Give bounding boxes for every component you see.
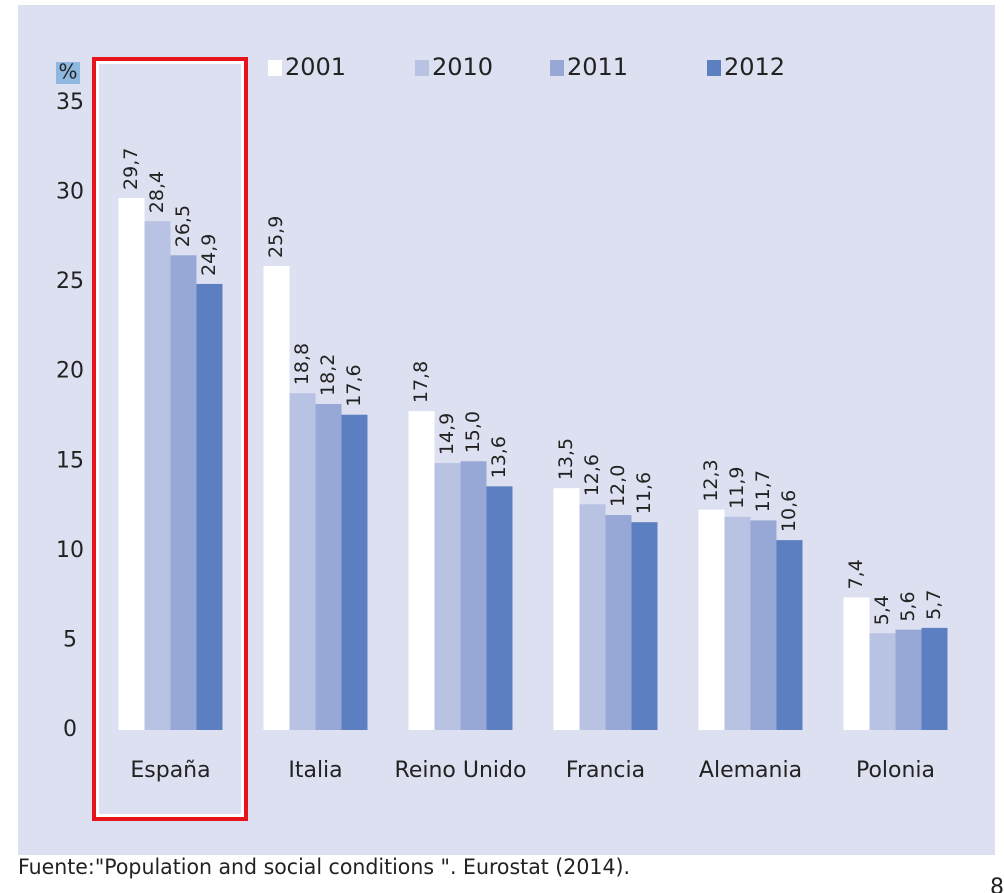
value-label: 7,4 xyxy=(845,559,867,589)
legend-swatch xyxy=(415,60,429,76)
bar xyxy=(843,597,870,730)
y-tick-label: 20 xyxy=(56,359,84,384)
value-label: 18,2 xyxy=(317,354,339,396)
bar xyxy=(263,266,290,730)
y-tick-label: 0 xyxy=(63,717,77,742)
bar xyxy=(698,509,725,730)
value-label: 11,9 xyxy=(726,467,748,509)
value-label: 10,6 xyxy=(778,490,800,532)
bar xyxy=(776,540,803,730)
legend-label: 2010 xyxy=(432,53,493,81)
value-label: 14,9 xyxy=(436,413,458,455)
value-label: 11,6 xyxy=(633,472,655,514)
bar xyxy=(724,516,751,730)
legend-label: 2001 xyxy=(285,53,346,81)
value-label: 5,7 xyxy=(923,590,945,620)
bar xyxy=(144,221,171,730)
x-tick-label: Italia xyxy=(288,758,342,783)
value-label: 28,4 xyxy=(146,171,168,213)
value-label: 15,0 xyxy=(462,411,484,453)
bar xyxy=(460,461,487,730)
source: Fuente:"Population and social conditions… xyxy=(18,855,630,879)
page-number: 8 xyxy=(990,875,1004,893)
value-label: 5,6 xyxy=(897,591,919,621)
bar xyxy=(895,629,922,730)
bar xyxy=(605,515,632,730)
bar xyxy=(921,627,948,730)
y-tick-label: 5 xyxy=(63,627,77,652)
value-label: 29,7 xyxy=(120,148,142,190)
bar xyxy=(434,463,461,730)
y-tick-label: 35 xyxy=(56,90,84,115)
value-label: 18,8 xyxy=(291,343,313,385)
value-label: 12,6 xyxy=(581,454,603,496)
y-axis-label: % xyxy=(58,60,77,84)
bar xyxy=(196,283,223,730)
highlight-inner xyxy=(95,60,245,818)
x-tick-label: Reino Unido xyxy=(395,758,527,783)
value-label: 5,4 xyxy=(871,595,893,625)
bar xyxy=(486,486,513,730)
value-label: 13,5 xyxy=(555,438,577,480)
value-label: 24,9 xyxy=(198,234,220,276)
x-tick-label: Alemania xyxy=(699,758,802,783)
bar xyxy=(869,633,896,730)
value-label: 26,5 xyxy=(172,205,194,247)
value-label: 13,6 xyxy=(488,436,510,478)
y-tick-label: 30 xyxy=(56,180,84,205)
value-label: 12,0 xyxy=(607,465,629,507)
bar xyxy=(170,255,197,730)
bar xyxy=(631,522,658,730)
y-label-highlight xyxy=(56,62,80,84)
y-tick-label: 10 xyxy=(56,538,84,563)
legend-label: 2012 xyxy=(724,53,785,81)
highlight-box xyxy=(92,57,248,821)
bar xyxy=(408,411,435,730)
bar xyxy=(553,488,580,730)
value-label: 17,6 xyxy=(343,364,365,406)
y-tick-label: 25 xyxy=(56,269,84,294)
legend-swatch xyxy=(550,60,564,76)
bar xyxy=(118,197,145,731)
value-label: 17,8 xyxy=(410,361,432,403)
value-label: 11,7 xyxy=(752,470,774,512)
legend-label: 2011 xyxy=(567,53,628,81)
bar xyxy=(579,504,606,730)
x-tick-label: Francia xyxy=(566,758,645,783)
value-label: 25,9 xyxy=(265,216,287,258)
bar xyxy=(341,414,368,730)
bar xyxy=(315,403,342,730)
value-label: 12,3 xyxy=(700,459,722,501)
legend-swatch xyxy=(707,60,721,76)
bar xyxy=(289,393,316,730)
bar xyxy=(750,520,777,730)
x-tick-label: España xyxy=(130,758,210,783)
x-tick-label: Polonia xyxy=(856,758,935,783)
y-tick-label: 15 xyxy=(56,448,84,473)
legend-swatch xyxy=(268,60,282,76)
